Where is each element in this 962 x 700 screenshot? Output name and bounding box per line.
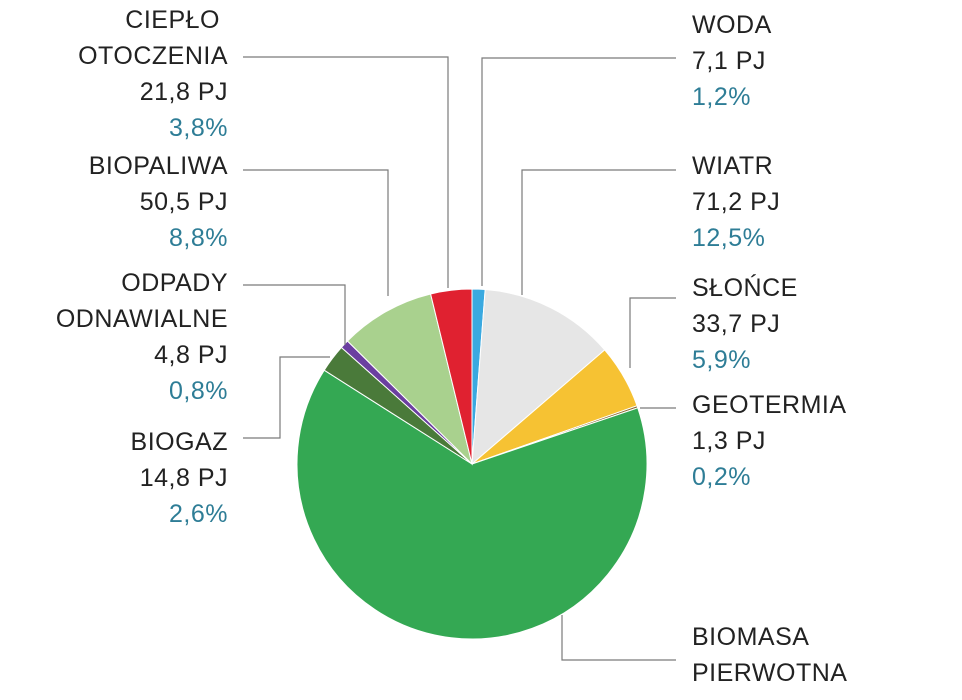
label-percent: 1,2% [692,83,751,111]
label-value: 33,7 PJ [692,310,781,338]
label-odpady-odnawialne: ODPADY ODNAWIALNE 4,8 PJ 0,8% [56,265,228,409]
label-value: 21,8 PJ [139,78,228,106]
label-name-line2: OTOCZENIA [78,42,228,70]
label-name: BIOGAZ [130,428,228,456]
label-slonce: SŁOŃCE 33,7 PJ 5,9% [692,270,798,378]
leader-line-woda [481,57,676,286]
label-percent: 0,8% [169,377,228,405]
label-name-line2: ODNAWIALNE [55,305,228,333]
label-percent: 3,8% [169,114,228,142]
label-value: 7,1 PJ [692,47,766,75]
label-name: WIATR [692,152,774,180]
label-name: BIOPALIWA [88,152,228,180]
label-wiatr: WIATR 71,2 PJ 12,5% [692,148,780,256]
label-percent: 8,8% [169,224,228,252]
label-cieplo-otoczenia: CIEPŁO OTOCZENIA 21,8 PJ 3,8% [78,2,228,146]
label-name-line1: ODPADY [121,269,228,297]
label-name: WODA [692,11,772,39]
leader-line-ciepło-otoczenia [243,56,449,288]
label-biopaliwa: BIOPALIWA 50,5 PJ 8,8% [89,148,228,256]
label-name-line2: PIERWOTNA [692,659,848,687]
pie-slice-wiatr [471,288,606,466]
label-name-line1: BIOMASA [692,623,810,651]
label-name: GEOTERMIA [692,391,847,419]
leader-lines [243,56,676,661]
leader-line-biopaliwa [243,169,389,296]
label-geotermia: GEOTERMIA 1,3 PJ 0,2% [692,387,847,495]
label-name-line1: CIEPŁO [125,6,220,34]
leader-line-biomasa-pierwotna [561,615,676,661]
label-value: 14,8 PJ [139,464,228,492]
label-value: 71,2 PJ [692,188,781,216]
label-value: 50,5 PJ [139,188,228,216]
leader-line-odpady-odnawialne [243,284,346,345]
pie-slices [296,288,648,640]
leader-line-słońce [629,297,676,368]
leader-line-biogaz [243,356,330,439]
label-value: 4,8 PJ [154,341,228,369]
label-biomasa-pierwotna: BIOMASA PIERWOTNA [692,619,847,691]
label-name: SŁOŃCE [692,274,798,302]
label-biogaz: BIOGAZ 14,8 PJ 2,6% [131,424,228,532]
label-value: 1,3 PJ [692,427,766,455]
label-percent: 0,2% [692,463,751,491]
pie-slice-biomasa-pierwotna [296,369,648,640]
pie-slice-ciepło-otoczenia [430,288,473,465]
leader-line-wiatr [521,169,676,295]
label-percent: 12,5% [692,224,766,252]
label-percent: 5,9% [692,346,751,374]
label-woda: WODA 7,1 PJ 1,2% [692,7,772,115]
label-percent: 2,6% [169,500,228,528]
